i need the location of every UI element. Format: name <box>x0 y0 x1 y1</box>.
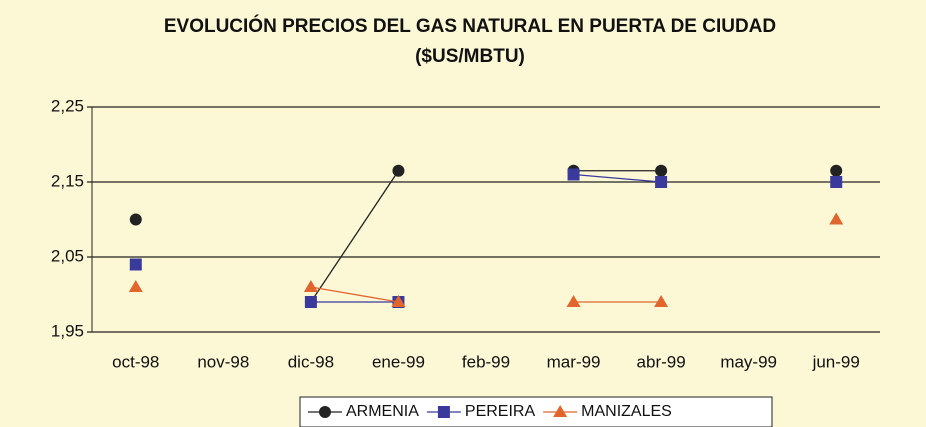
point <box>566 295 581 307</box>
x-tick-label: jun-99 <box>812 352 860 371</box>
point <box>303 280 318 292</box>
x-tick-label: oct-98 <box>112 352 159 371</box>
y-tick-label: 2,05 <box>51 246 84 265</box>
point <box>437 406 450 418</box>
point <box>392 164 405 177</box>
x-tick-label: may-99 <box>720 352 777 371</box>
point <box>553 405 568 417</box>
y-tick-label: 2,15 <box>51 171 84 190</box>
point <box>655 164 668 177</box>
legend-label: MANIZALES <box>581 403 672 420</box>
point <box>655 176 668 188</box>
legend-box <box>299 396 773 427</box>
point <box>830 164 843 177</box>
legend-label: ARMENIA <box>346 403 419 420</box>
title-box: EVOLUCIÓN PRECIOS DEL GAS NATURAL EN PUE… <box>163 16 777 67</box>
point <box>129 258 142 271</box>
y-tick-label: 1,95 <box>51 321 84 340</box>
point <box>128 280 143 292</box>
point <box>830 176 843 188</box>
x-tick-label: ene-99 <box>372 352 425 371</box>
x-tick-label: nov-98 <box>197 352 249 371</box>
x-tick-label: dic-98 <box>288 352 334 371</box>
chart-title: EVOLUCIÓN PRECIOS DEL GAS NATURAL EN PUE… <box>163 16 777 67</box>
x-tick-label: feb-99 <box>462 352 510 371</box>
point <box>391 295 406 307</box>
point <box>567 168 580 181</box>
point <box>304 296 317 308</box>
x-tick-label: mar-99 <box>547 352 601 371</box>
point <box>829 212 844 225</box>
point <box>129 213 142 226</box>
point <box>654 295 669 307</box>
point <box>319 406 331 418</box>
y-tick-label: 2,25 <box>51 96 84 115</box>
x-tick-label: abr-99 <box>637 352 686 371</box>
legend-label: PEREIRA <box>465 403 536 420</box>
